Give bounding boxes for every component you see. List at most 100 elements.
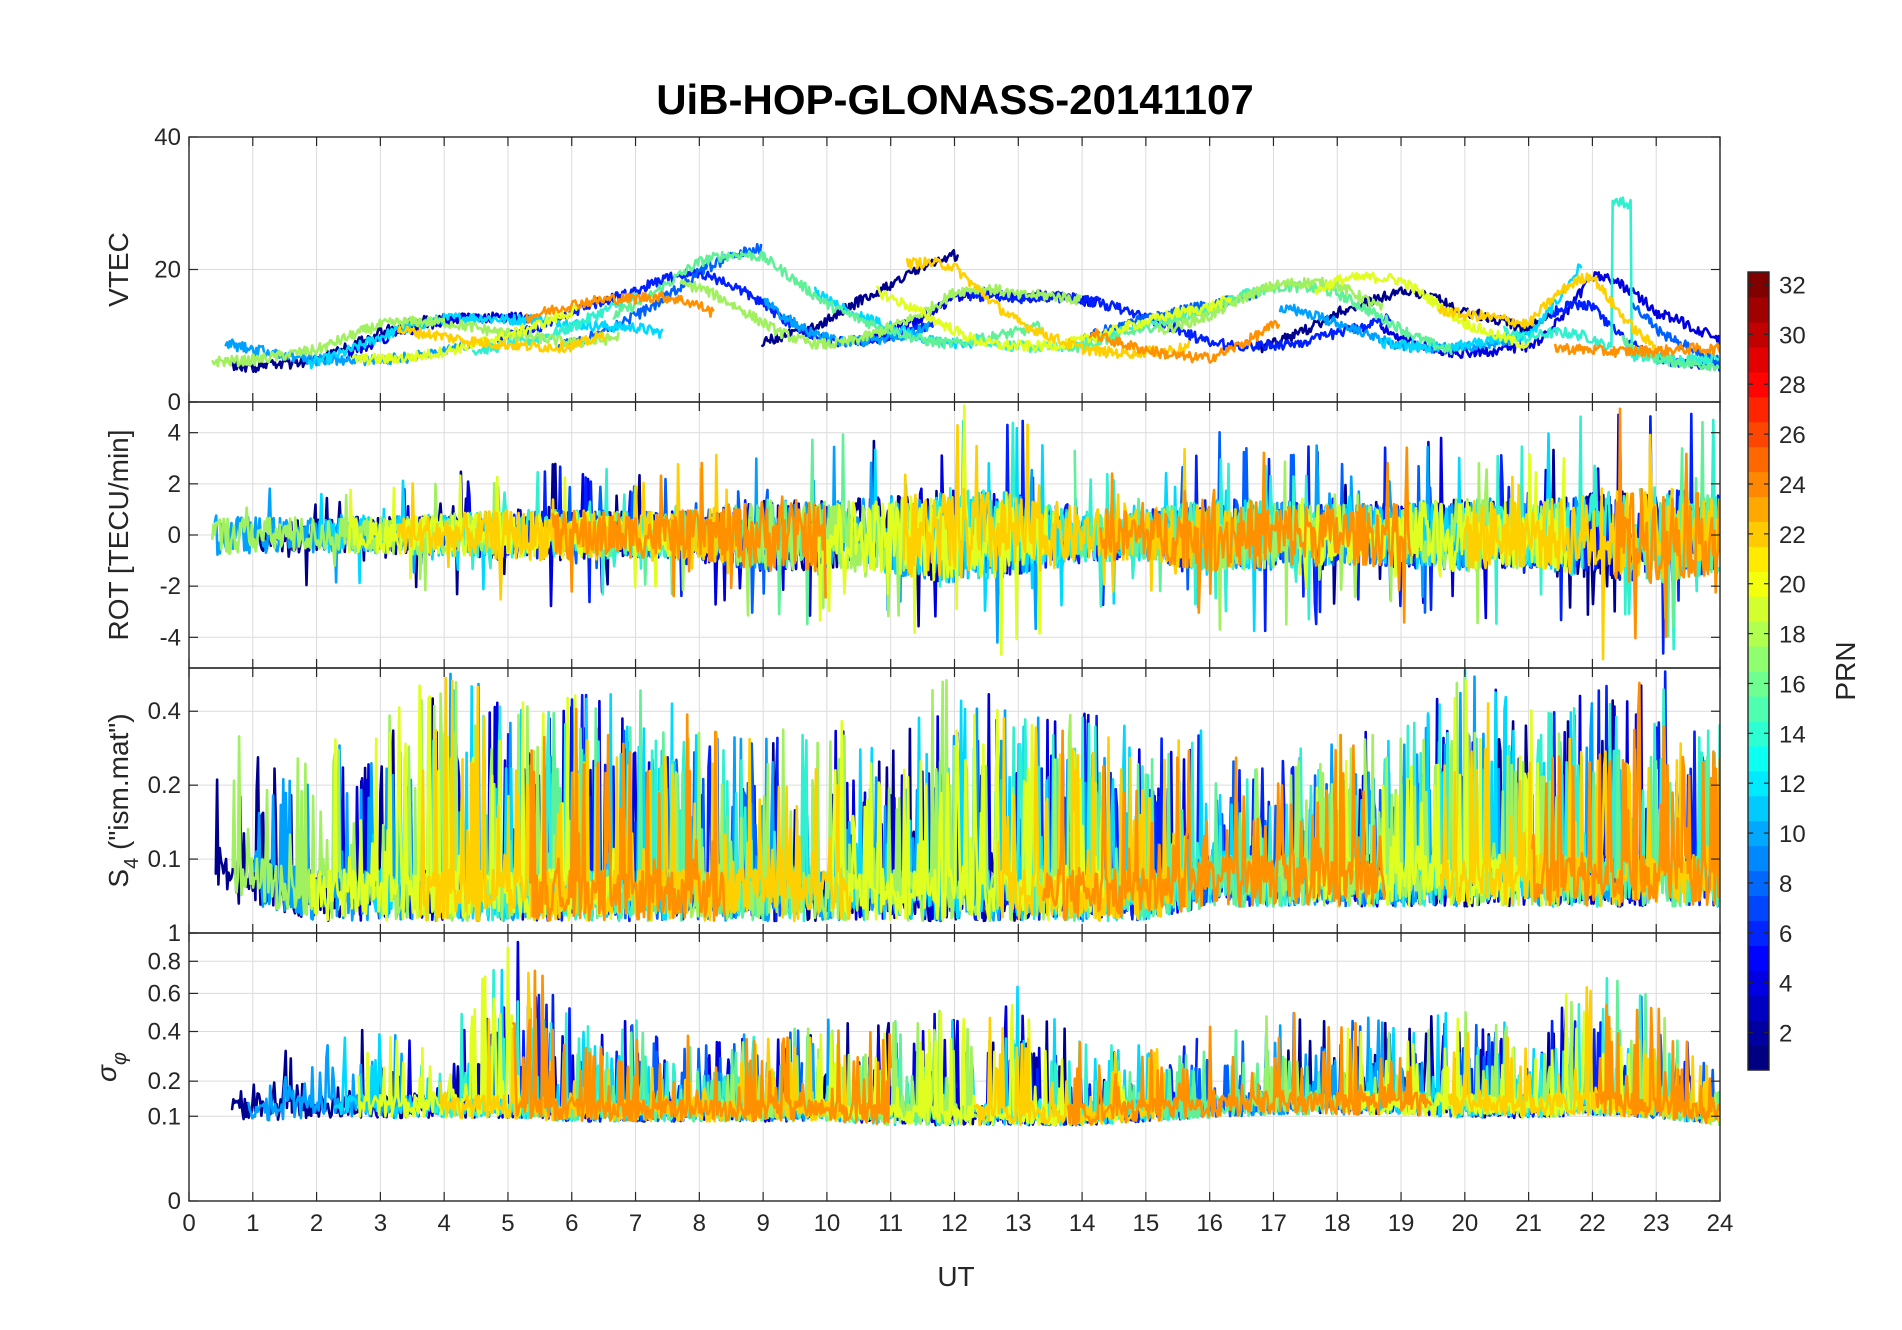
- colorbar-tick-label: 8: [1779, 871, 1792, 898]
- traces-s4: [214, 668, 1720, 923]
- colorbar-band: [1748, 272, 1769, 298]
- colorbar-tick-label: 18: [1779, 622, 1806, 649]
- colorbar-band: [1748, 720, 1769, 747]
- colorbar-tick-label: 6: [1779, 921, 1792, 948]
- y-tick-label: 2: [168, 471, 181, 498]
- series-prn-13-trace: [1503, 196, 1720, 366]
- x-tick-label: 14: [1069, 1210, 1096, 1237]
- x-tick-label: 22: [1579, 1210, 1606, 1237]
- x-tick-label: 0: [182, 1210, 195, 1237]
- colorbar-band: [1748, 421, 1769, 448]
- colorbar-band: [1748, 546, 1769, 572]
- series-prn-5-trace: [1549, 299, 1720, 372]
- x-axis-tick-labels: 0 1 2 3 4 5 6 7 8 9 10 11 12 13 14 15 16 17 18 19 20 21 22 23 24: [182, 1210, 1733, 1237]
- series-prn-21-trace: [1437, 272, 1658, 354]
- series-prn-23-trace: [551, 461, 827, 599]
- colorbar-tick-label: 32: [1779, 272, 1806, 299]
- chart-title: UiB-HOP-GLONASS-20141107: [656, 76, 1254, 123]
- y-tick-label: 0.6: [148, 980, 181, 1007]
- y-axis-label-vtec: VTEC: [103, 232, 134, 307]
- x-tick-label: 21: [1515, 1210, 1542, 1237]
- colorbar-tick-label: 22: [1779, 522, 1806, 549]
- series-prn-23-trace: [528, 707, 726, 922]
- series-prn-19-trace: [1314, 271, 1530, 350]
- y-tick-label: 20: [154, 257, 181, 284]
- colorbar-band: [1748, 321, 1769, 348]
- colorbar-band: [1748, 920, 1769, 946]
- colorbar-band: [1748, 820, 1769, 847]
- grid-vtec: [188, 136, 1721, 403]
- series-prn-1-trace: [761, 249, 959, 348]
- y-tick-label: 0: [168, 389, 181, 416]
- colorbar-band: [1748, 870, 1769, 897]
- y-tick-label: 0: [168, 522, 181, 549]
- colorbar-tick-label: 2: [1779, 1021, 1792, 1048]
- colorbar-band: [1748, 895, 1769, 921]
- colorbar-band: [1748, 396, 1769, 423]
- x-tick-label: 8: [693, 1210, 706, 1237]
- x-tick-label: 18: [1324, 1210, 1351, 1237]
- series-prn-23-trace: [525, 290, 715, 324]
- series-prn-23-trace: [511, 969, 893, 1126]
- x-tick-label: 4: [437, 1210, 450, 1237]
- series-prn-17-trace: [679, 279, 1082, 351]
- y-axis-label-rot: ROT [TECU/min]: [103, 429, 134, 640]
- series-prn-21-trace: [419, 676, 852, 923]
- colorbar-band: [1748, 970, 1769, 996]
- colorbar-band: [1748, 646, 1769, 672]
- colorbar-tick-label: 12: [1779, 771, 1806, 798]
- x-tick-label: 12: [941, 1210, 968, 1237]
- x-tick-label: 24: [1707, 1210, 1734, 1237]
- colorbar-band: [1748, 346, 1769, 373]
- colorbar-band: [1748, 845, 1769, 872]
- colorbar-tick-label: 26: [1779, 422, 1806, 449]
- x-tick-label: 16: [1196, 1210, 1223, 1237]
- y-tick-label: -2: [160, 573, 181, 600]
- y-axis-label-s4: S4 ("ism.mat"): [103, 713, 143, 887]
- x-tick-label: 10: [814, 1210, 841, 1237]
- colorbar-band: [1748, 596, 1769, 622]
- traces-rot: [211, 404, 1720, 661]
- colorbar-band: [1748, 995, 1769, 1021]
- series-prn-21-trace: [397, 325, 606, 354]
- x-tick-label: 11: [878, 1210, 903, 1237]
- series-prn-21-trace: [905, 256, 1191, 360]
- colorbar-tick-label: 4: [1779, 971, 1792, 998]
- panel-sigphi: 0 0.1 0.2 0.4 0.6 0.81 σφ: [91, 920, 1721, 1215]
- x-tick-label: 3: [374, 1210, 387, 1237]
- series-prn-23-trace: [1067, 1011, 1433, 1127]
- colorbar-band: [1748, 745, 1769, 772]
- y-tick-label: -4: [160, 624, 181, 651]
- colorbar-tick-label: 30: [1779, 322, 1806, 349]
- colorbar-band: [1748, 770, 1769, 797]
- x-tick-label: 17: [1260, 1210, 1287, 1237]
- colorbar-tick-label: 10: [1779, 821, 1806, 848]
- series-prn-23-trace: [1554, 342, 1720, 359]
- colorbar-band: [1748, 496, 1769, 522]
- y-tick-label: 0.8: [148, 948, 181, 975]
- series-prn-17-trace: [211, 481, 500, 592]
- y-tick-label: 0.1: [148, 846, 181, 873]
- x-tick-label: 1: [246, 1210, 259, 1237]
- x-tick-label: 9: [756, 1210, 769, 1237]
- y-tick-label: 0.4: [148, 1019, 181, 1046]
- y-axis-label-sigphi: σφ: [91, 1052, 131, 1082]
- series-prn-21-trace: [902, 423, 1237, 593]
- panel-rot: -4 -2 0 2 4 ROT [TECU/min]: [103, 401, 1721, 669]
- series-prn-23-trace: [1613, 407, 1720, 640]
- panel-vtec: 0 20 40 VTEC: [103, 124, 1721, 416]
- colorbar-tick-label: 28: [1779, 372, 1806, 399]
- series-prn-21-trace: [1439, 702, 1720, 908]
- series-prn-23-trace: [1088, 319, 1281, 364]
- series-prn-11-trace: [307, 312, 664, 370]
- colorbar-band: [1748, 1020, 1769, 1046]
- series-prn-17-trace: [211, 315, 620, 368]
- y-tick-label: 0.2: [148, 772, 181, 799]
- y-tick-label: 0.1: [148, 1103, 181, 1130]
- colorbar-tick-label: 14: [1779, 721, 1806, 748]
- series-prn-23-trace: [1099, 446, 1412, 624]
- series-prn-11-trace: [1379, 263, 1583, 354]
- y-tick-label: 0: [168, 1188, 181, 1215]
